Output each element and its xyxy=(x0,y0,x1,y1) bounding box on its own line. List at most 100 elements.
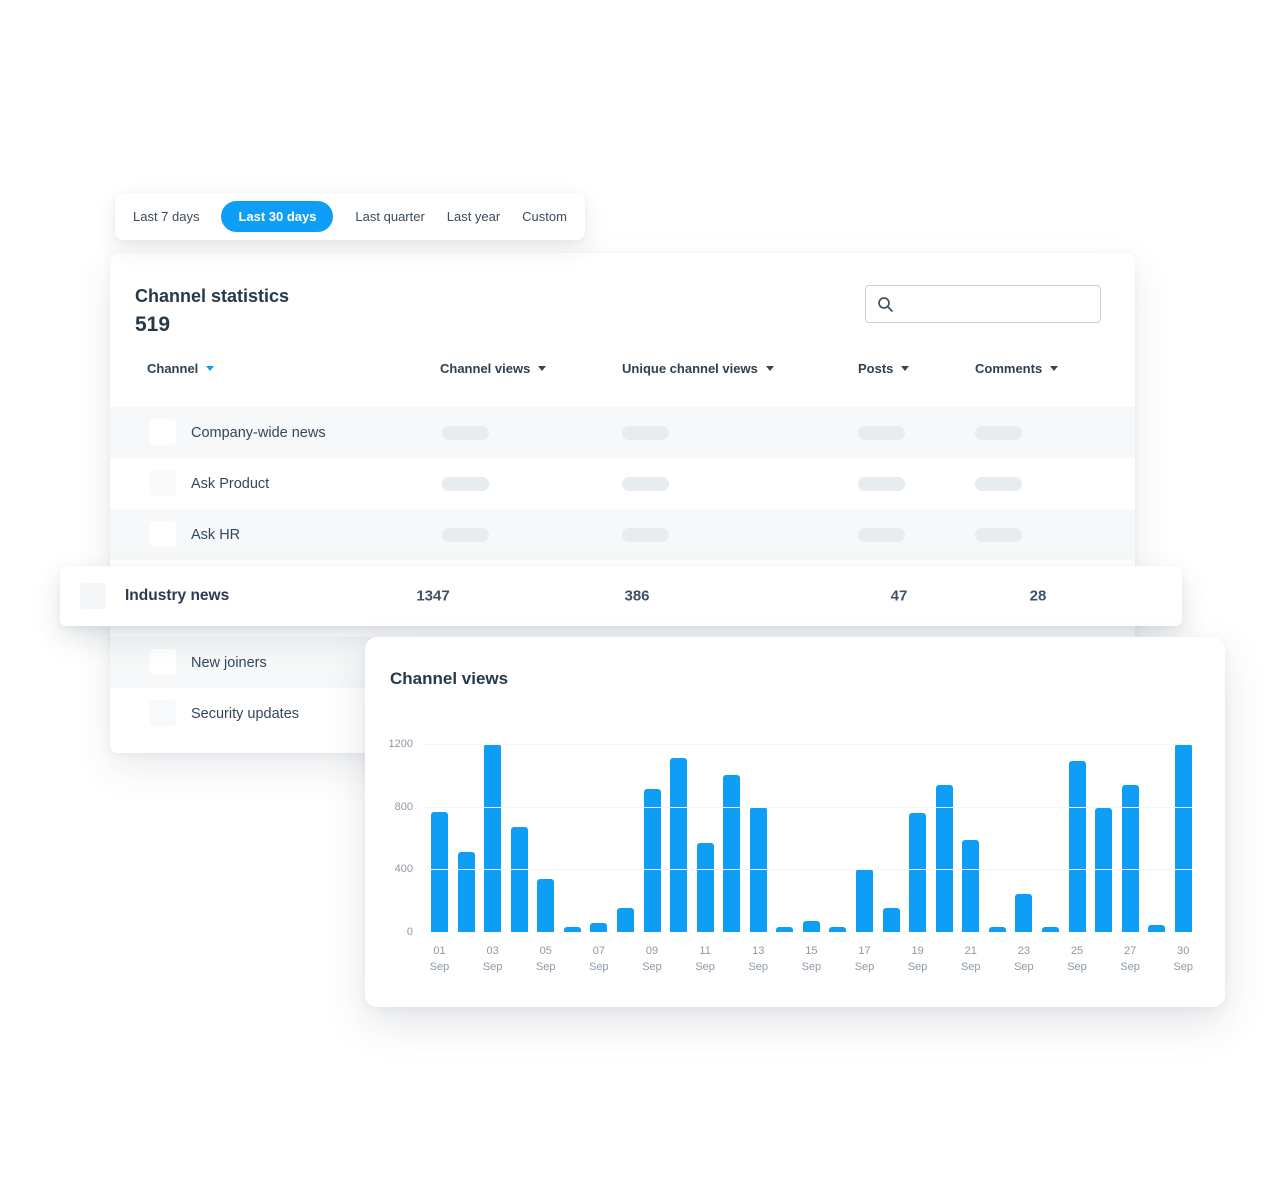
gridline xyxy=(425,744,1192,745)
bar-slot xyxy=(616,744,634,932)
bar-slot: 19 Sep xyxy=(908,744,927,973)
value-placeholder xyxy=(442,425,489,440)
column-header-posts[interactable]: Posts xyxy=(858,361,910,376)
bar[interactable] xyxy=(776,927,794,932)
column-label: Channel views xyxy=(440,361,531,376)
bar[interactable] xyxy=(670,758,688,932)
bar-slot: 30 Sep xyxy=(1173,744,1193,973)
bar[interactable] xyxy=(1148,925,1166,932)
bar[interactable] xyxy=(802,921,820,932)
bar[interactable] xyxy=(856,869,873,932)
y-tick-label: 800 xyxy=(394,800,413,813)
bar-slot: 05 Sep xyxy=(536,744,556,973)
table-row[interactable]: Ask HR xyxy=(110,509,1135,560)
total-count: 519 xyxy=(135,313,171,336)
bar[interactable] xyxy=(696,843,714,932)
bar[interactable] xyxy=(1041,927,1059,932)
row-checkbox[interactable] xyxy=(150,470,176,496)
bar-slot xyxy=(1041,744,1059,932)
x-tick-label: 25 Sep xyxy=(1067,945,1087,973)
bar-slot: 13 Sep xyxy=(748,744,768,973)
x-tick-label: 17 Sep xyxy=(854,945,875,973)
bar[interactable] xyxy=(988,927,1006,932)
column-header-unique-channel-views[interactable]: Unique channel views xyxy=(622,361,774,376)
x-tick-label: 01 Sep xyxy=(429,945,450,973)
channel-views-chart-card: Channel views 0 400 800 1200 01 Sep 03 Sep 05 Se… xyxy=(365,637,1225,1007)
table-row[interactable]: Security updates xyxy=(110,688,1135,739)
column-label: Unique channel views xyxy=(622,361,758,376)
value-placeholder xyxy=(622,425,669,440)
bar[interactable] xyxy=(1015,894,1033,932)
value-placeholder xyxy=(622,476,669,491)
sort-arrow-icon xyxy=(1050,366,1059,371)
bar[interactable] xyxy=(431,812,448,932)
x-tick-label: 11 Sep xyxy=(695,945,715,973)
bar[interactable] xyxy=(935,785,953,932)
x-tick-label: 21 Sep xyxy=(960,945,981,973)
bar-slot xyxy=(829,744,847,932)
bar-slot: 27 Sep xyxy=(1120,744,1140,973)
bar[interactable] xyxy=(882,908,900,932)
bar[interactable] xyxy=(457,852,475,932)
bar[interactable] xyxy=(537,879,555,932)
unique-channel-views-value: 386 xyxy=(624,587,650,605)
column-header-channel-views[interactable]: Channel views xyxy=(440,361,547,376)
tab-last-quarter[interactable]: Last quarter xyxy=(355,209,425,224)
bar[interactable] xyxy=(590,923,608,932)
bar-slot xyxy=(457,744,475,932)
bar-slot: 07 Sep xyxy=(589,744,609,973)
column-header-comments[interactable]: Comments xyxy=(975,361,1059,376)
channel-name: Ask Product xyxy=(191,475,270,492)
value-placeholder xyxy=(858,476,905,491)
bar[interactable] xyxy=(909,813,927,932)
bar[interactable] xyxy=(563,927,581,932)
chart-plot: 01 Sep 03 Sep 05 Sep 07 Sep 09 Sep 11 Sep 13 Sep 15 Sep… xyxy=(430,744,1193,973)
bar[interactable] xyxy=(829,927,847,932)
tab-last-year[interactable]: Last year xyxy=(446,209,501,224)
bar[interactable] xyxy=(484,744,502,932)
page-title: Channel statistics xyxy=(135,286,290,306)
value-placeholder xyxy=(975,527,1022,542)
row-checkbox[interactable] xyxy=(80,583,106,609)
tab-last-7-days[interactable]: Last 7 days xyxy=(133,209,200,224)
channel-name: New joiners xyxy=(191,654,267,671)
channel-name: Company-wide news xyxy=(191,424,326,441)
tab-custom[interactable]: Custom xyxy=(522,209,567,224)
bar-slot xyxy=(988,744,1006,932)
column-label: Posts xyxy=(858,361,894,376)
column-header-channel[interactable]: Channel xyxy=(147,361,215,376)
bar[interactable] xyxy=(510,827,528,932)
y-axis: 0 400 800 1200 xyxy=(365,738,413,938)
x-tick-label: 30 Sep xyxy=(1173,945,1194,973)
bar-slot xyxy=(723,744,741,932)
x-tick-label: 27 Sep xyxy=(1120,945,1140,973)
bar[interactable] xyxy=(1068,761,1086,932)
time-filter-bar: Last 7 days Last 30 days Last quarter La… xyxy=(115,193,585,240)
search-box[interactable] xyxy=(865,285,1101,323)
search-input[interactable] xyxy=(903,296,1089,312)
bar-slot xyxy=(882,744,900,932)
highlighted-table-row-industry-news[interactable]: Industry news 1347 386 47 28 xyxy=(60,566,1182,626)
tab-last-30-days[interactable]: Last 30 days xyxy=(221,201,334,232)
value-placeholder xyxy=(442,476,489,491)
bar-slot: 01 Sep xyxy=(430,744,449,973)
bar-slot xyxy=(776,744,794,932)
bar[interactable] xyxy=(643,789,661,932)
bar[interactable] xyxy=(962,840,980,932)
row-checkbox[interactable] xyxy=(150,649,176,675)
column-label: Comments xyxy=(975,361,1043,376)
x-tick-label: 23 Sep xyxy=(1014,945,1034,973)
row-checkbox[interactable] xyxy=(150,419,176,445)
bar[interactable] xyxy=(1174,744,1192,932)
row-checkbox[interactable] xyxy=(150,521,176,547)
row-checkbox[interactable] xyxy=(150,700,176,726)
bar[interactable] xyxy=(616,908,634,932)
table-row[interactable]: Company-wide news xyxy=(110,407,1135,458)
bar[interactable] xyxy=(723,775,741,932)
bar-slot: 25 Sep xyxy=(1067,744,1087,973)
sort-arrow-icon xyxy=(765,366,774,371)
bar[interactable] xyxy=(1121,785,1139,932)
table-row[interactable]: Ask Product xyxy=(110,458,1135,509)
sort-arrow-icon xyxy=(206,366,215,371)
gridline xyxy=(425,869,1192,871)
